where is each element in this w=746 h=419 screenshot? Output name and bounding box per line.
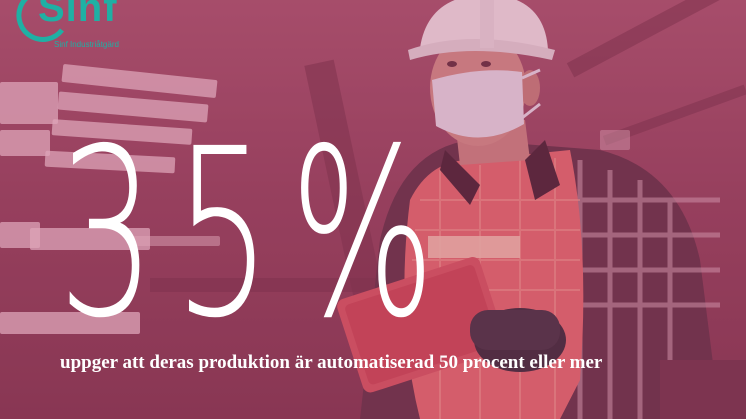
logo-wordmark: Sinf <box>38 0 118 30</box>
logo-ring-icon <box>16 0 64 42</box>
headline-percentage: 35% <box>58 99 454 369</box>
headline-caption: uppger att deras produktion är automatis… <box>60 352 603 373</box>
logo-tagline: Sinf Industriåtgärd <box>54 40 119 49</box>
sinf-logo <box>10 0 150 48</box>
